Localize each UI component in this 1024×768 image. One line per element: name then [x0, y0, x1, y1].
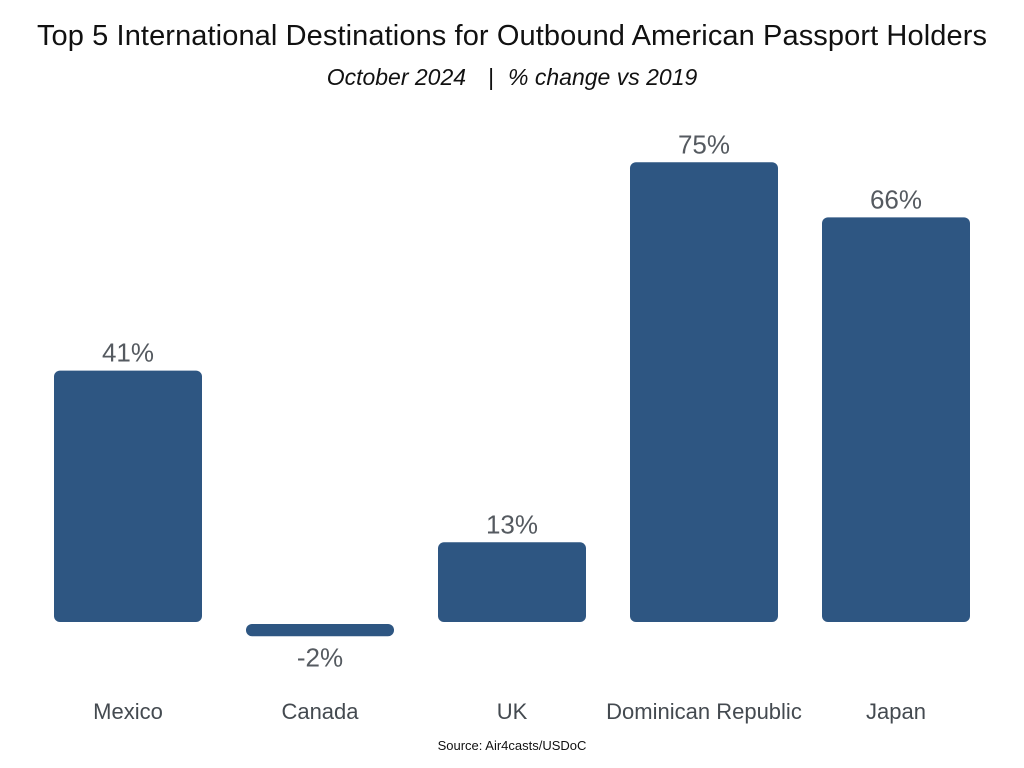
bar-dominican-republic: [630, 162, 778, 622]
value-label-japan: 66%: [870, 184, 922, 214]
value-label-mexico: 41%: [102, 338, 154, 368]
value-label-canada: -2%: [297, 642, 343, 672]
category-label-dominican-republic: Dominican Republic: [606, 699, 802, 724]
subtitle-measure: % change vs 2019: [508, 64, 698, 90]
source-note: Source: Air4casts/USDoC: [437, 738, 587, 753]
bar-canada: [246, 624, 394, 637]
category-label-mexico: Mexico: [93, 699, 163, 724]
category-label-japan: Japan: [866, 699, 926, 724]
category-label-canada: Canada: [281, 699, 359, 724]
bar-japan: [822, 217, 970, 623]
category-label-uk: UK: [497, 699, 528, 724]
bar-mexico: [54, 370, 202, 622]
chart-title: Top 5 International Destinations for Out…: [36, 20, 988, 52]
value-label-uk: 13%: [486, 509, 538, 539]
subtitle-period: October 2024: [326, 64, 467, 90]
subtitle-separator: |: [488, 64, 495, 90]
bar-uk: [438, 542, 586, 622]
chart-subtitle: October 2024 | % change vs 2019: [0, 64, 1024, 91]
value-label-dominican-republic: 75%: [678, 129, 730, 159]
